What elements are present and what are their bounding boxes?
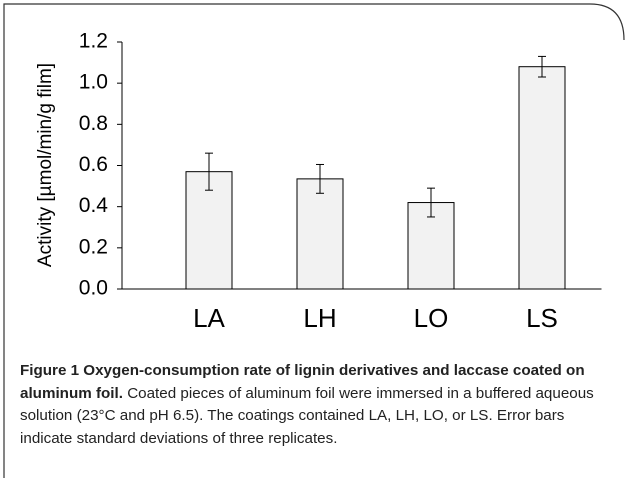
error-bar — [205, 152, 213, 191]
caption: Figure 1 Oxygen-consumption rate of lign… — [20, 360, 616, 450]
x-tick-label: LH — [303, 303, 336, 333]
y-tick-label: 0.8 — [79, 112, 108, 135]
x-tick-label: LS — [526, 303, 558, 333]
error-bar — [316, 163, 324, 194]
bar — [518, 66, 566, 290]
bar — [185, 171, 233, 290]
y-tick-label: 1.0 — [79, 71, 108, 94]
x-tick-label: LA — [193, 303, 225, 333]
error-bar — [427, 187, 435, 218]
caption-text: Coated pieces of aluminum foil were imme… — [20, 384, 594, 447]
x-tick-label: LO — [414, 303, 449, 333]
y-tick-label: 0.2 — [79, 235, 108, 258]
frame — [3, 3, 625, 478]
y-tick-label: 0.4 — [79, 194, 109, 217]
y-tick-label: 1.2 — [79, 30, 108, 53]
bar — [296, 178, 344, 290]
caption-title: Figure 1 Oxygen-consumption rate of lign… — [20, 362, 585, 402]
y-tick-label: 0.0 — [79, 277, 108, 300]
error-bar — [538, 55, 546, 78]
y-axis-label: Activity [µmol/min/g film] — [35, 63, 56, 267]
y-tick-label: 0.6 — [79, 153, 108, 176]
